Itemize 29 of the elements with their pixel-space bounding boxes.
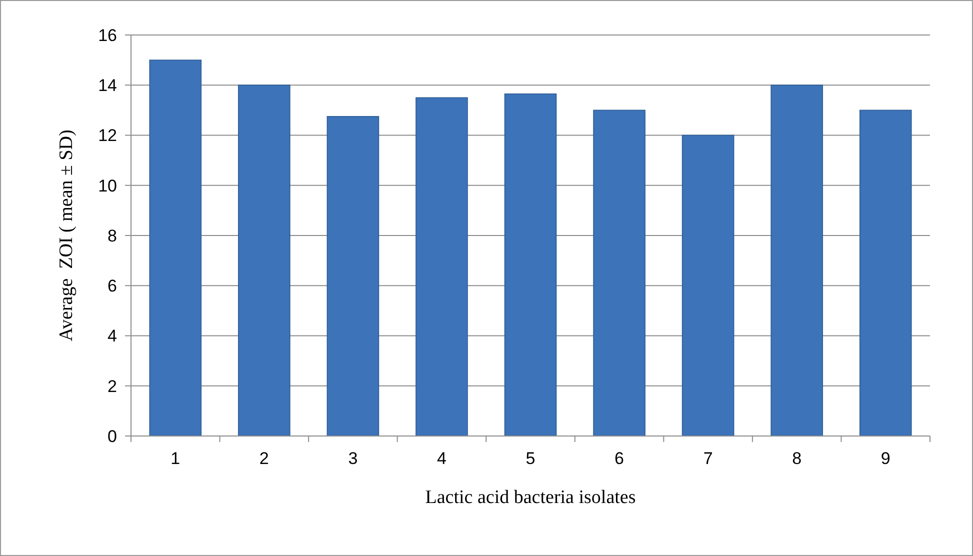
x-tick-label: 6 [614,449,624,468]
x-tick-label: 8 [792,449,802,468]
x-tick-label: 4 [436,449,446,468]
x-tick-label: 3 [348,449,358,468]
y-tick-label: 8 [108,226,117,246]
x-tick-label: 5 [526,449,536,468]
bar [593,110,646,436]
x-tick-label: 2 [259,449,269,468]
y-tick-label: 12 [98,126,117,146]
y-tick-label: 4 [108,326,117,346]
bar [770,84,823,436]
x-axis-title: Lactic acid bacteria isolates [425,487,636,508]
y-tick-label: 6 [108,276,117,296]
y-tick-label: 14 [98,76,117,96]
bar [504,93,557,436]
bar [238,84,290,436]
y-tick-label: 0 [108,426,117,446]
x-tick-label: 1 [170,449,180,468]
bar [682,134,734,436]
y-tick-label: 10 [98,176,117,196]
bar [859,110,912,436]
y-tick-label: 2 [108,376,117,396]
y-axis-title: Average ZOI ( mean ± SD) [56,130,77,342]
bar [149,60,202,436]
y-tick-label: 16 [98,26,117,45]
bar [326,116,380,436]
bar [416,97,468,436]
x-tick-label: 9 [880,449,890,468]
x-tick-label: 7 [703,449,713,468]
